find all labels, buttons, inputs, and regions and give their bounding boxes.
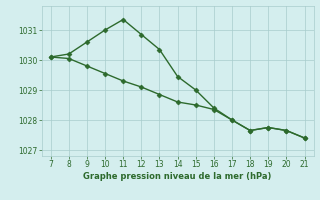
X-axis label: Graphe pression niveau de la mer (hPa): Graphe pression niveau de la mer (hPa): [84, 172, 272, 181]
